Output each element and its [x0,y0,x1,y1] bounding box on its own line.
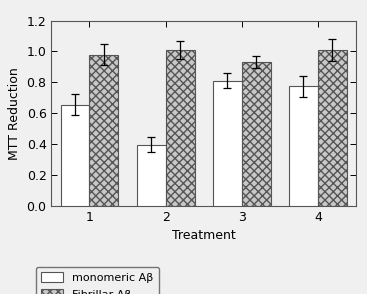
X-axis label: Treatment: Treatment [172,229,236,242]
Bar [318,50,347,206]
Y-axis label: MTT Reduction: MTT Reduction [8,67,21,160]
Bar [61,105,90,206]
Legend: monomeric Aβ, Fibrillar Aβ: monomeric Aβ, Fibrillar Aβ [36,267,159,294]
Bar [289,86,318,206]
Bar [242,62,271,206]
Bar [137,145,166,206]
Bar [213,81,242,206]
Bar [90,55,119,206]
Bar [166,50,195,206]
